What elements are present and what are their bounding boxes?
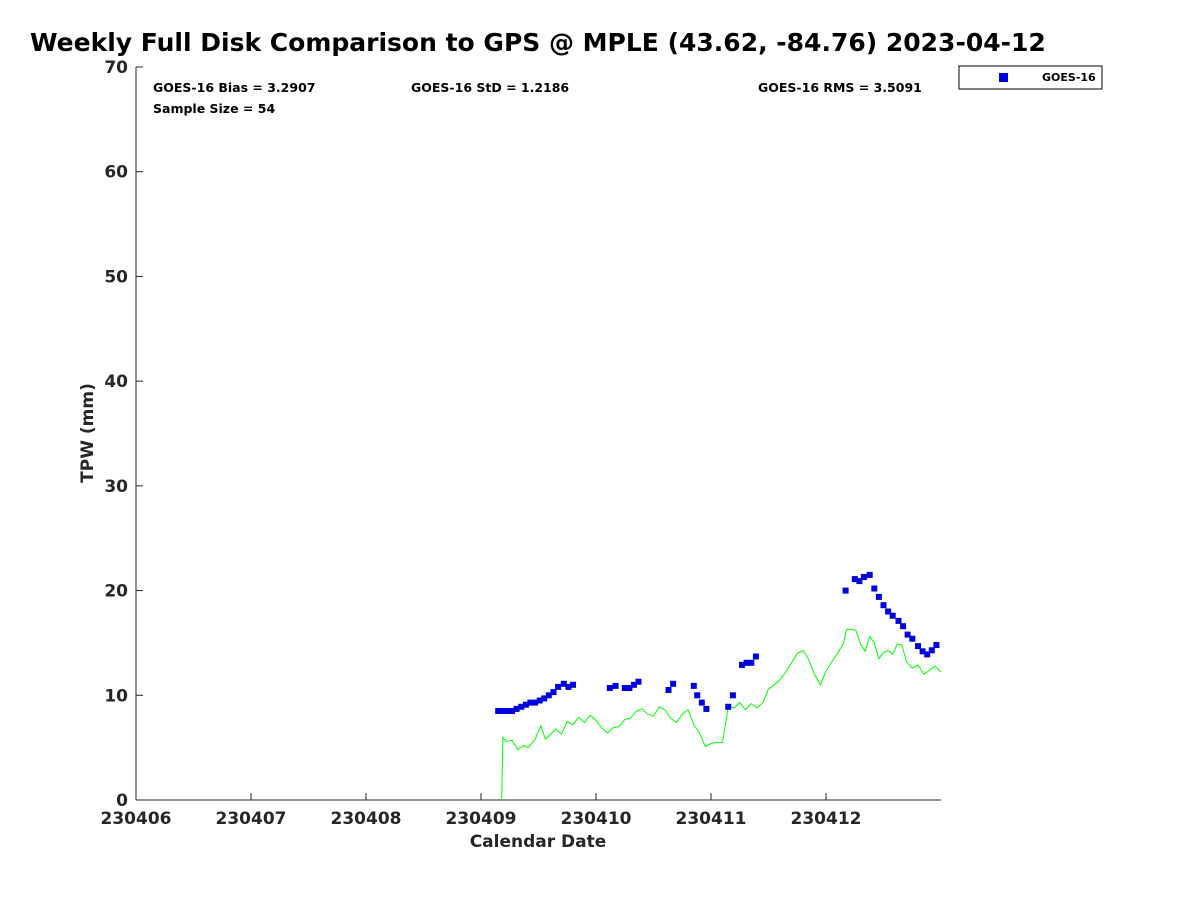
- ticks: 0 10 20 30 40 50 60 70 230406 230407 230408 230409 2…: [101, 58, 862, 829]
- y-axis-label: TPW (mm): [78, 383, 98, 483]
- goes-16-point: [536, 697, 543, 704]
- y-tick-label: 40: [104, 372, 128, 392]
- goes-16-point: [842, 587, 849, 594]
- goes-16-point: [665, 687, 672, 693]
- goes-16-point: [752, 653, 759, 660]
- goes-16-point: [900, 623, 907, 630]
- x-axis-label: Calendar Date: [470, 832, 607, 852]
- goes-16-point: [621, 685, 628, 691]
- goes-16-point: [501, 708, 507, 714]
- goes-16-point: [915, 643, 921, 650]
- goes-16-point: [612, 682, 619, 689]
- goes-16-point: [909, 635, 916, 642]
- x-tick-label: 230408: [331, 809, 402, 829]
- y-tick-label: 0: [116, 791, 128, 811]
- goes-16-point: [725, 703, 732, 710]
- goes-16-point: [698, 699, 705, 706]
- goes-16-point: [690, 682, 697, 689]
- goes-16-series: [495, 571, 940, 714]
- chart-title: Weekly Full Disk Comparison to GPS @ MPL…: [30, 28, 1046, 57]
- x-tick-label: 230409: [446, 809, 517, 829]
- goes-16-point: [570, 681, 576, 688]
- goes-16-point: [703, 705, 710, 712]
- goes-16-point: [880, 602, 887, 609]
- goes-16-point: [933, 642, 940, 648]
- x-tick-label: 230407: [216, 809, 287, 829]
- goes-16-point: [729, 692, 736, 699]
- legend-label: GOES-16: [1042, 71, 1096, 84]
- legend-box: [958, 65, 1103, 90]
- goes-16-point: [748, 659, 755, 666]
- goes-16-point: [541, 695, 548, 702]
- goes-16-point: [895, 617, 902, 624]
- goes-16-point: [495, 708, 502, 714]
- x-tick-label: 230411: [676, 809, 747, 829]
- goes-16-point: [860, 574, 867, 580]
- goes-16-point: [856, 578, 863, 585]
- goes-16-point: [522, 701, 529, 708]
- y-tick-label: 30: [104, 477, 128, 497]
- goes-16-point: [630, 681, 637, 688]
- goes-16-point: [919, 648, 926, 655]
- goes-16-point: [743, 659, 750, 666]
- goes-16-point: [851, 576, 858, 583]
- axes: [135, 67, 941, 801]
- goes-16-point: [555, 683, 562, 690]
- x-tick-label: 230406: [101, 809, 172, 829]
- gps-series: [501, 628, 942, 801]
- y-tick-label: 60: [104, 163, 128, 183]
- sample-size-annotation: Sample Size = 54: [153, 101, 275, 116]
- goes-16-point: [889, 612, 896, 619]
- goes-16-point: [509, 708, 515, 714]
- legend: GOES-16: [958, 65, 1103, 90]
- goes-16-point: [924, 651, 931, 658]
- y-tick-label: 20: [104, 582, 128, 602]
- goes-16-point: [635, 678, 642, 685]
- goes-16-point: [606, 685, 613, 691]
- x-tick-label: 230410: [561, 809, 632, 829]
- goes-16-point: [928, 647, 935, 654]
- goes-16-point: [670, 680, 677, 687]
- y-tick-label: 50: [104, 267, 128, 287]
- goes-16-point: [532, 699, 539, 706]
- y-tick-label: 70: [104, 58, 128, 78]
- goes-16-point: [739, 661, 745, 668]
- goes-16-point: [565, 683, 572, 690]
- x-tick-label: 230412: [791, 809, 862, 829]
- goes-16-point: [871, 585, 878, 592]
- goes-16-point: [904, 631, 911, 638]
- bias-annotation: GOES-16 Bias = 3.2907: [153, 80, 315, 95]
- std-annotation: GOES-16 StD = 1.2186: [411, 80, 569, 95]
- goes-16-point: [875, 593, 882, 600]
- rms-annotation: GOES-16 RMS = 3.5091: [758, 80, 922, 95]
- goes-16-point: [560, 680, 567, 687]
- goes-16-point: [626, 685, 633, 691]
- goes-16-point: [694, 692, 701, 699]
- goes-16-point: [545, 692, 552, 699]
- goes-16-point: [518, 703, 525, 710]
- goes-16-point: [866, 571, 873, 578]
- y-tick-label: 10: [104, 686, 128, 706]
- goes-16-point: [885, 608, 892, 615]
- goes-16-point: [505, 708, 511, 714]
- goes-16-point: [550, 689, 557, 696]
- legend-marker: [999, 73, 1008, 82]
- gps-line: [501, 628, 942, 801]
- goes-16-point: [527, 699, 534, 706]
- goes-16-point: [513, 705, 520, 712]
